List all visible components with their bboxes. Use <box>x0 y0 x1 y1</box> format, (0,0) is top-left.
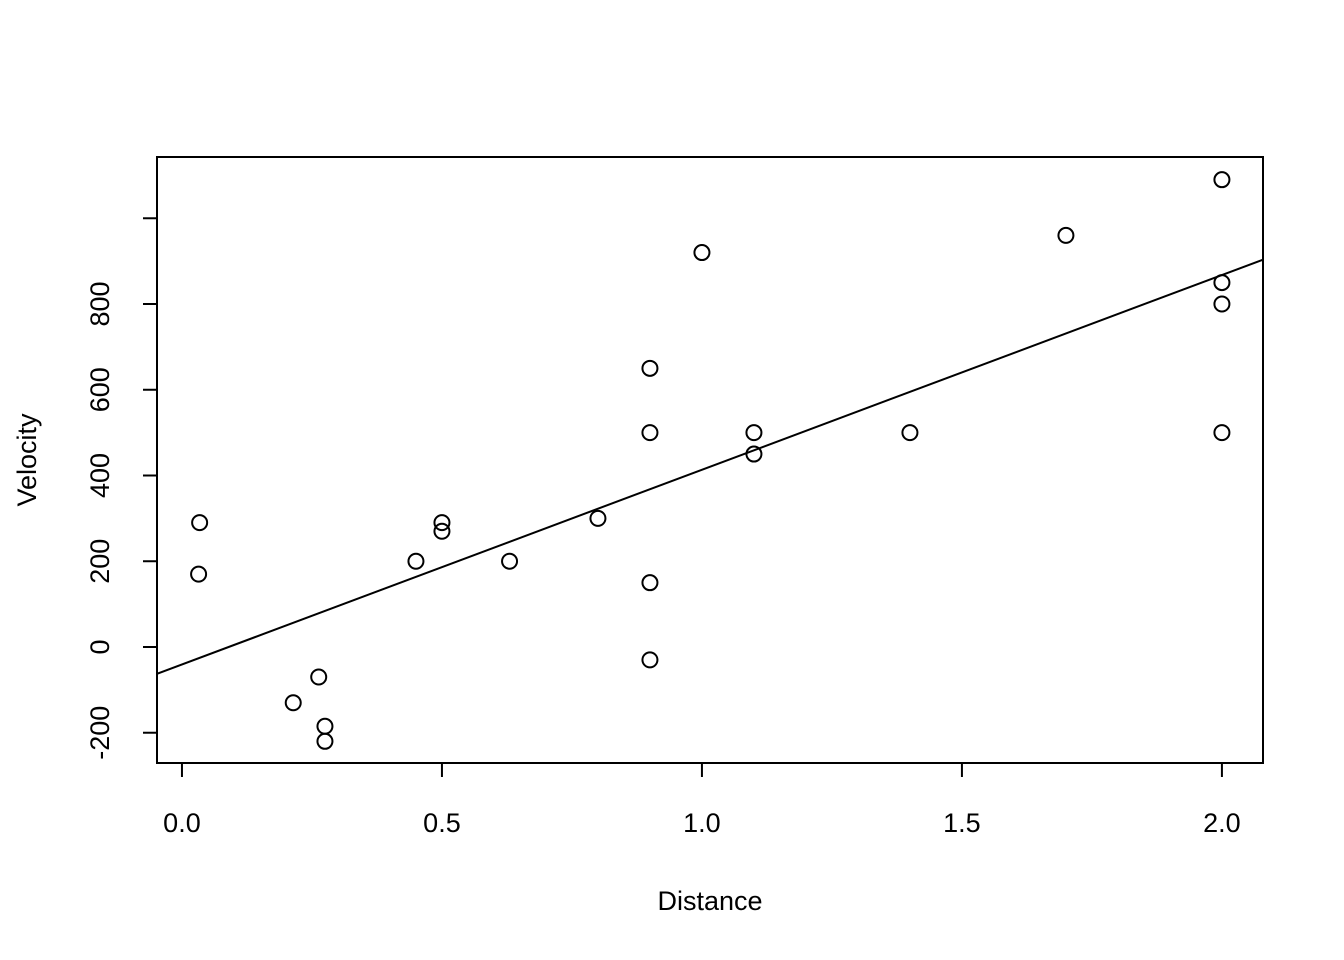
point <box>589 509 607 527</box>
point <box>641 651 659 669</box>
regression-line <box>156 258 1264 675</box>
point <box>433 522 451 540</box>
point <box>641 574 659 592</box>
y-tick-label: -200 <box>85 706 115 760</box>
point <box>501 552 519 570</box>
x-tick-label: 1.5 <box>943 808 981 838</box>
point <box>316 732 334 750</box>
x-axis-label: Distance <box>657 886 762 916</box>
y-tick-label: 600 <box>85 367 115 412</box>
y-tick-label: 0 <box>85 639 115 654</box>
point <box>1213 295 1231 313</box>
x-tick-label: 2.0 <box>1203 808 1241 838</box>
plot-box <box>156 156 1264 764</box>
point <box>641 424 659 442</box>
y-tick-label: 400 <box>85 453 115 498</box>
y-tick-label: 800 <box>85 281 115 326</box>
point <box>316 717 334 735</box>
y-tick-label: 200 <box>85 539 115 584</box>
point <box>901 424 919 442</box>
point <box>1057 226 1075 244</box>
x-tick-label: 1.0 <box>683 808 721 838</box>
point <box>1213 424 1231 442</box>
point <box>745 424 763 442</box>
point <box>310 668 328 686</box>
point <box>284 694 302 712</box>
point <box>190 565 208 583</box>
y-axis-label: Velocity <box>12 413 42 507</box>
x-tick-label: 0.0 <box>163 808 201 838</box>
point <box>407 552 425 570</box>
point <box>693 244 711 262</box>
x-tick-label: 0.5 <box>423 808 461 838</box>
point <box>1213 171 1231 189</box>
point <box>191 514 209 532</box>
point <box>433 514 451 532</box>
point <box>641 359 659 377</box>
